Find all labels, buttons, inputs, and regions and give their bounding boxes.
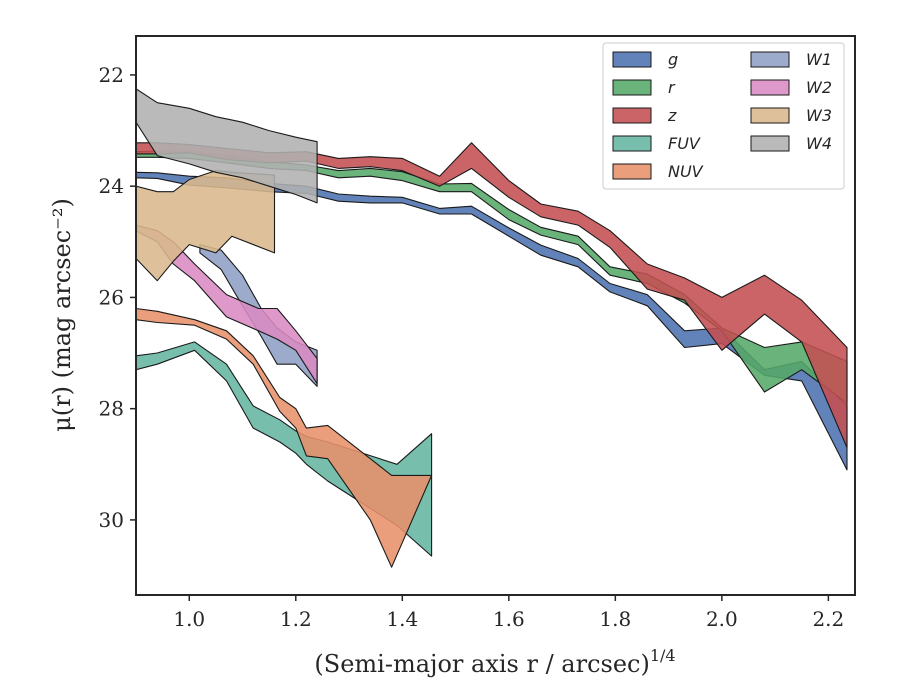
band-w2: [136, 224, 318, 385]
band-g: [136, 171, 848, 471]
x-axis-label: (Semi-major axis r / arcsec)1/4: [314, 646, 675, 678]
y-tick-label: 22: [99, 63, 124, 87]
band-w4: [136, 88, 318, 204]
legend: grz FUV NUV W1 W2 W3 W4: [602, 42, 845, 190]
legend-swatch-r: [612, 79, 652, 96]
y-tick-label: 30: [99, 508, 124, 532]
legend-label-r: r: [668, 78, 676, 97]
x-tick-label: 1.2: [280, 607, 312, 631]
legend-swatch-w4: [750, 135, 790, 152]
x-tick-label: 1.0: [173, 607, 205, 631]
legend-swatch-fuv: [612, 135, 652, 152]
legend-label-g: g: [668, 50, 678, 69]
x-axis-ticks: 1.0 1.2 1.4 1.6 1.8 2.0 2.2: [173, 595, 844, 631]
y-axis-label: μ(r) (mag arcsec⁻²): [48, 198, 76, 432]
legend-swatch-w1: [750, 51, 790, 68]
plot-frame: [135, 35, 856, 596]
x-tick-label: 1.8: [599, 607, 631, 631]
band-fuv: [136, 341, 433, 557]
band-z: [136, 142, 848, 449]
legend-label-w2: W2: [806, 78, 832, 97]
legend-label-w3: W3: [806, 106, 832, 125]
legend-swatch-z: [612, 107, 652, 124]
band-nuv: [136, 307, 433, 568]
legend-label-w4: W4: [806, 134, 832, 153]
legend-swatch-nuv: [612, 163, 652, 180]
y-tick-label: 24: [99, 174, 124, 198]
y-axis-ticks: 22 24 26 28 30: [99, 63, 136, 532]
legend-label-fuv: FUV: [668, 134, 701, 153]
x-tick-label: 1.4: [386, 607, 418, 631]
band-w3: [136, 170, 276, 282]
legend-label-w1: W1: [806, 50, 832, 69]
series-areas: [136, 88, 848, 568]
x-tick-label: 2.0: [706, 607, 738, 631]
legend-swatch-w3: [750, 107, 790, 124]
x-tick-label: 2.2: [812, 607, 844, 631]
y-tick-label: 26: [99, 285, 124, 309]
legend-swatch-g: [612, 51, 652, 68]
x-tick-label: 1.6: [493, 607, 525, 631]
y-tick-label: 28: [99, 397, 124, 421]
legend-swatch-w2: [750, 79, 790, 96]
legend-label-z: z: [667, 106, 677, 125]
legend-label-nuv: NUV: [668, 162, 704, 181]
